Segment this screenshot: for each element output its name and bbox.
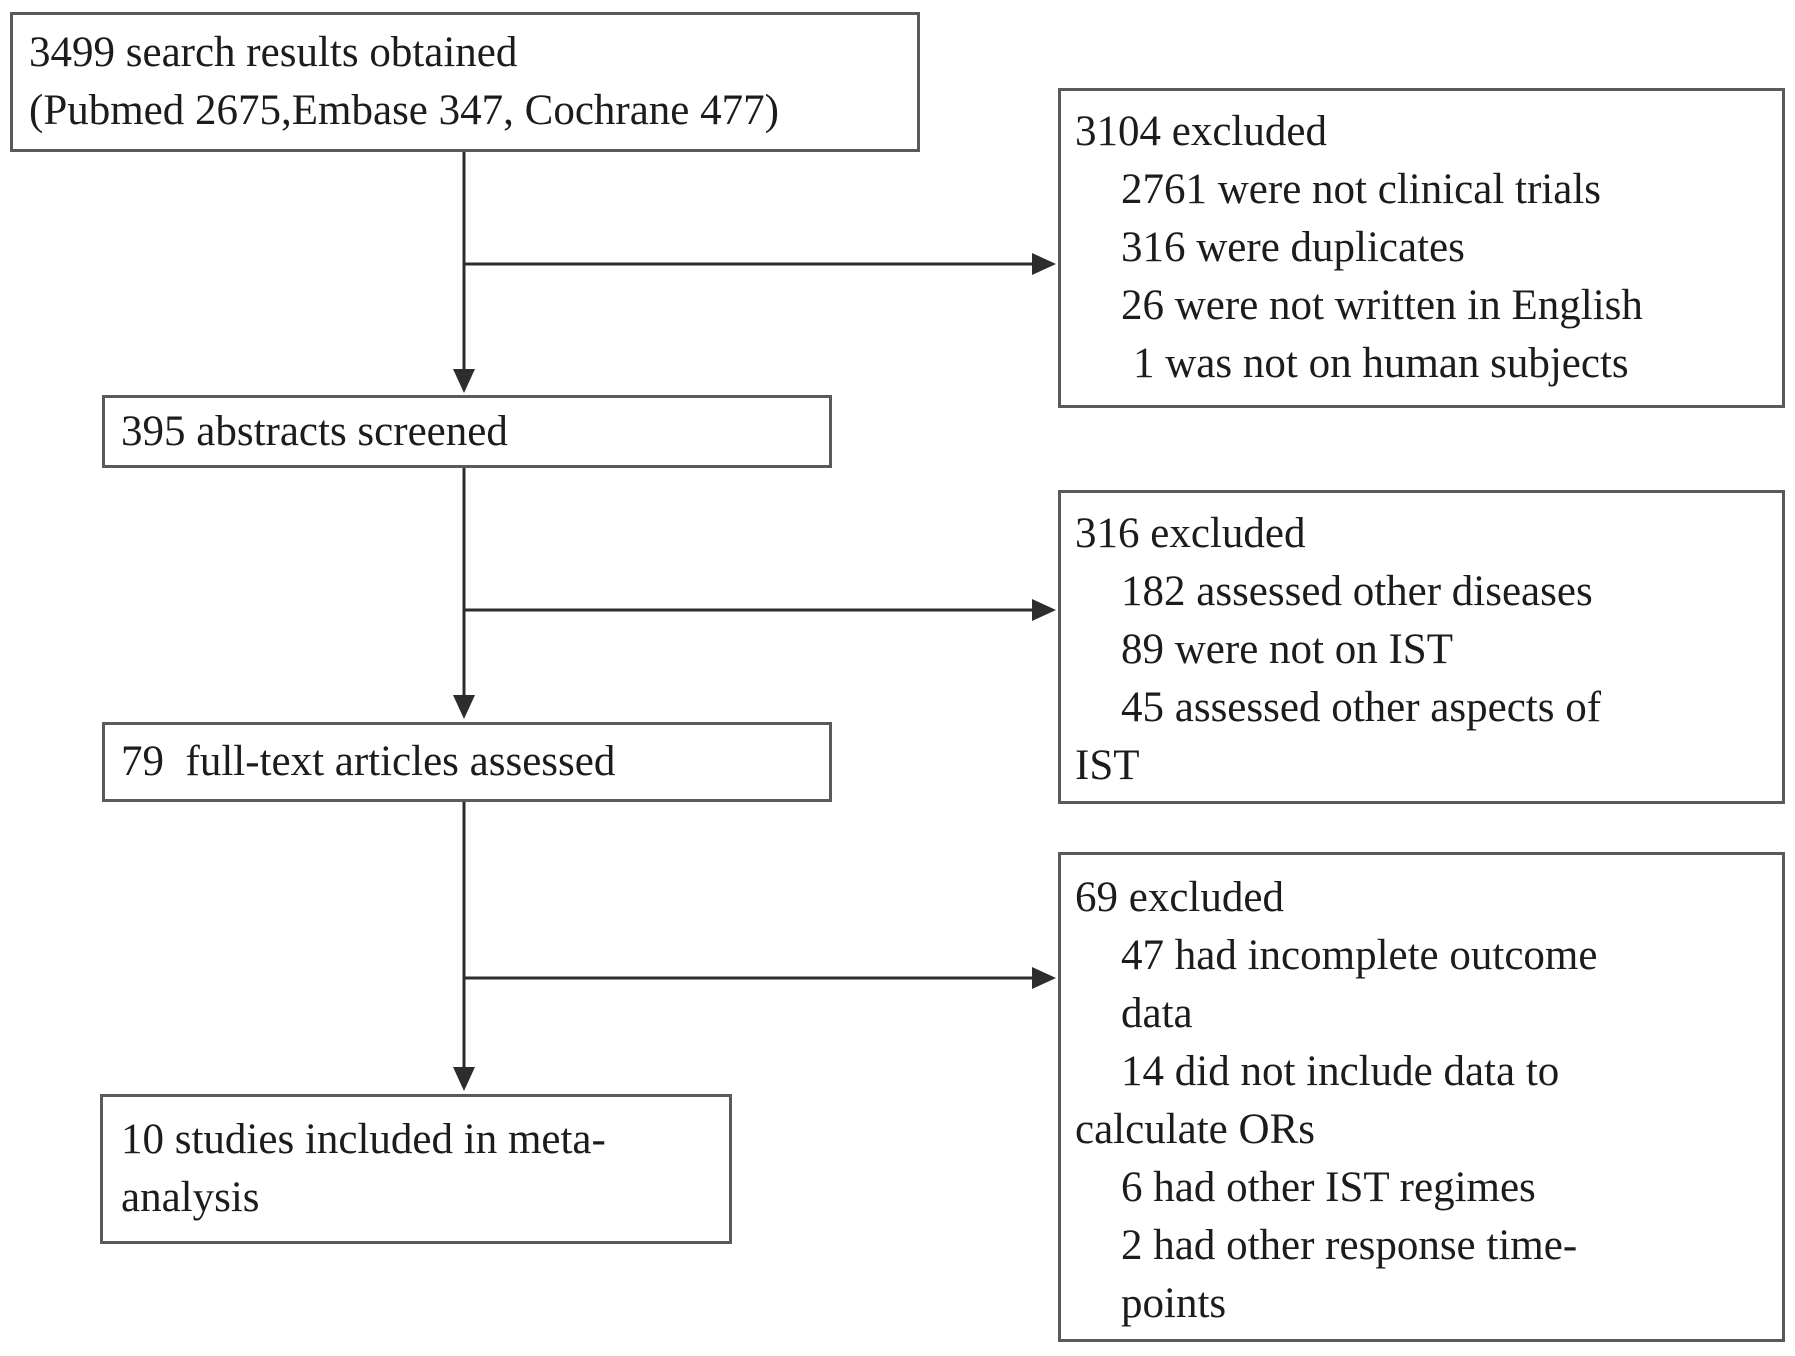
box-included-studies: 10 studies included in meta- analysis: [100, 1094, 732, 1244]
excluded-not-human: 1 was not on human subjects: [1133, 340, 1629, 387]
excluded-no-or-data-line-2: calculate ORs: [1075, 1106, 1315, 1153]
abstracts-screened-line: 395 abstracts screened: [121, 407, 508, 455]
fulltext-assessed-line: 79 full-text articles assessed: [121, 738, 616, 785]
excluded-incomplete-outcome-line-2: data: [1121, 990, 1193, 1037]
box-excluded-69: 69 excluded 47 had incomplete outcome da…: [1058, 852, 1785, 1342]
included-studies-line-2: analysis: [121, 1174, 260, 1221]
arrowhead-fulltext-to-included: [453, 1067, 475, 1091]
arrowhead-to-excluded-316: [1032, 599, 1056, 621]
excluded-incomplete-outcome-line-1: 47 had incomplete outcome: [1121, 932, 1598, 979]
search-results-line-2: (Pubmed 2675,Embase 347, Cochrane 477): [29, 87, 779, 134]
arrowhead-search-to-abstracts: [453, 369, 475, 393]
excluded-not-clinical-trials: 2761 were not clinical trials: [1121, 166, 1602, 213]
excluded-not-english: 26 were not written in English: [1121, 282, 1643, 329]
excluded-other-aspects-line-2: IST: [1075, 742, 1140, 789]
excluded-316-total: 316 excluded: [1075, 510, 1306, 557]
box-excluded-3104: 3104 excluded 2761 were not clinical tri…: [1058, 88, 1785, 408]
box-excluded-316: 316 excluded 182 assessed other diseases…: [1058, 490, 1785, 804]
excluded-other-ist-regimes: 6 had other IST regimes: [1121, 1164, 1536, 1211]
excluded-other-aspects-line-1: 45 assessed other aspects of: [1121, 684, 1602, 731]
included-studies-line-1: 10 studies included in meta-: [121, 1116, 606, 1163]
excluded-not-on-ist: 89 were not on IST: [1121, 626, 1453, 673]
arrowhead-abstracts-to-fulltext: [453, 695, 475, 719]
excluded-other-timepoints-line-1: 2 had other response time-: [1121, 1222, 1578, 1269]
excluded-other-timepoints-line-2: points: [1121, 1280, 1227, 1327]
box-search-results: 3499 search results obtained (Pubmed 267…: [10, 12, 920, 152]
search-results-line-1: 3499 search results obtained: [29, 29, 518, 76]
box-abstracts-screened: 395 abstracts screened: [102, 395, 832, 468]
excluded-3104-total: 3104 excluded: [1075, 108, 1327, 155]
excluded-other-diseases: 182 assessed other diseases: [1121, 568, 1593, 615]
arrowhead-to-excluded-3104: [1032, 253, 1056, 275]
arrowhead-to-excluded-69: [1032, 967, 1056, 989]
box-fulltext-assessed: 79 full-text articles assessed: [102, 722, 832, 802]
excluded-no-or-data-line-1: 14 did not include data to: [1121, 1048, 1560, 1095]
excluded-duplicates: 316 were duplicates: [1121, 224, 1465, 271]
excluded-69-total: 69 excluded: [1075, 874, 1284, 921]
